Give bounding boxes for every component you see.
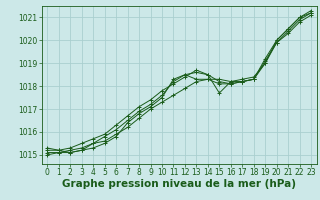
X-axis label: Graphe pression niveau de la mer (hPa): Graphe pression niveau de la mer (hPa) [62, 179, 296, 189]
